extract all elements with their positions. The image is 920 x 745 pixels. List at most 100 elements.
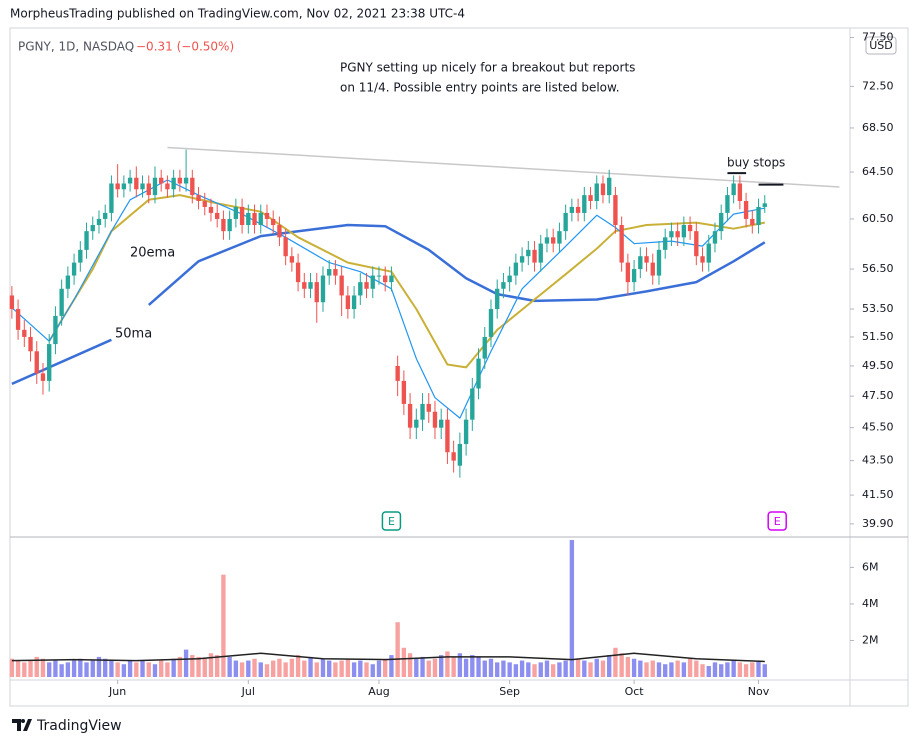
candle-body (756, 206, 761, 226)
volume-bar (34, 656, 39, 677)
volume-bar (756, 660, 761, 677)
volume-bar (476, 656, 481, 677)
candle-body (681, 225, 687, 238)
candle-body (15, 309, 21, 330)
volume-bar (712, 662, 718, 677)
volume-bar (706, 666, 711, 677)
volume-bar (314, 662, 319, 677)
candle-body (451, 452, 456, 461)
candle-body (619, 225, 624, 263)
candle-body (177, 177, 183, 184)
volume-bar (196, 656, 201, 677)
volume-bar (115, 662, 120, 677)
candle-body (28, 336, 33, 352)
candle-body (650, 262, 655, 276)
candle-body (258, 212, 263, 226)
volume-bar (432, 658, 438, 677)
y-tick-label: 64.50 (862, 165, 894, 178)
candle-body (706, 243, 711, 263)
volume-bar (725, 662, 730, 677)
event-marker (767, 511, 787, 531)
indicator-label: 50ma (115, 327, 152, 342)
indicator-line (11, 179, 765, 419)
volume-bar (569, 540, 575, 677)
symbol-info: PGNY, 1D, NASDAQ (18, 40, 134, 54)
x-tick-label: Oct (625, 685, 645, 698)
volume-bar (289, 658, 295, 677)
candle-body (295, 262, 301, 283)
volume-bar (420, 656, 425, 677)
volume-bar (127, 660, 133, 677)
candle-body (476, 358, 481, 389)
currency: USD (869, 39, 893, 52)
volume-bar (551, 664, 556, 677)
candle-body (644, 256, 649, 263)
candle-body (65, 275, 71, 289)
volume-bar (9, 658, 15, 677)
candle-body (743, 200, 749, 219)
volume-bar (15, 660, 21, 677)
candle-body (389, 275, 394, 283)
volume-bar (470, 655, 475, 677)
candle-body (339, 275, 344, 296)
candle-body (183, 177, 189, 184)
candle-body (575, 206, 581, 213)
x-tick-label: Jun (108, 685, 126, 698)
volume-bar (246, 660, 251, 677)
volume-bar (90, 660, 95, 677)
header: MorpheusTrading published on TradingView… (10, 7, 465, 21)
volume-bar (669, 662, 674, 677)
candle-body (607, 177, 612, 196)
volume-bar (656, 662, 662, 677)
candle-body (463, 419, 469, 444)
volume-bar (364, 662, 369, 677)
volume-bar (65, 662, 71, 677)
candle-body (426, 403, 431, 412)
volume-bar (171, 658, 176, 677)
volume-bar (563, 660, 568, 677)
candle-body (345, 295, 351, 310)
volume-bar (495, 662, 500, 677)
volume-bar (351, 662, 357, 677)
candle-body (271, 218, 276, 226)
volume-bar (694, 660, 699, 677)
annotation: PGNY setting up nicely for a breakout bu… (340, 61, 635, 75)
volume-bar (71, 660, 77, 677)
change: −0.31 (−0.50%) (136, 40, 234, 54)
volume-bar (631, 658, 637, 677)
candle-body (252, 212, 257, 226)
candle-body (687, 225, 693, 232)
volume-bar (600, 660, 606, 677)
candle-body (34, 351, 39, 374)
candle-body (283, 237, 288, 257)
volume-bar (103, 658, 108, 677)
volume-bar (619, 653, 624, 677)
candle-body (557, 231, 562, 244)
candle-body (320, 275, 326, 303)
volume-bar (737, 662, 743, 677)
candle-body (488, 309, 494, 337)
candle-body (159, 177, 164, 184)
volume-bar (557, 662, 562, 677)
indicator-line (48, 194, 765, 369)
annotation: on 11/4. Possible entry points are liste… (340, 81, 620, 95)
candle-body (84, 231, 89, 250)
volume-bar (538, 662, 543, 677)
volume-bar (625, 656, 631, 677)
candle-body (370, 275, 375, 289)
candle-body (526, 249, 531, 257)
candle-body (439, 419, 444, 428)
volume-bar (370, 664, 375, 677)
volume-bar (401, 647, 407, 677)
volume-bar (96, 656, 102, 677)
candle-body (221, 218, 226, 232)
candle-body (351, 295, 357, 310)
volume-bar (513, 664, 519, 677)
y-tick-label: 39.90 (862, 517, 894, 530)
currency-box (865, 36, 897, 55)
candle-body (725, 195, 730, 213)
candle-body (582, 195, 587, 213)
volume-bar (743, 664, 749, 677)
volume-bar (320, 658, 326, 677)
x-tick-label: Jul (241, 685, 255, 698)
